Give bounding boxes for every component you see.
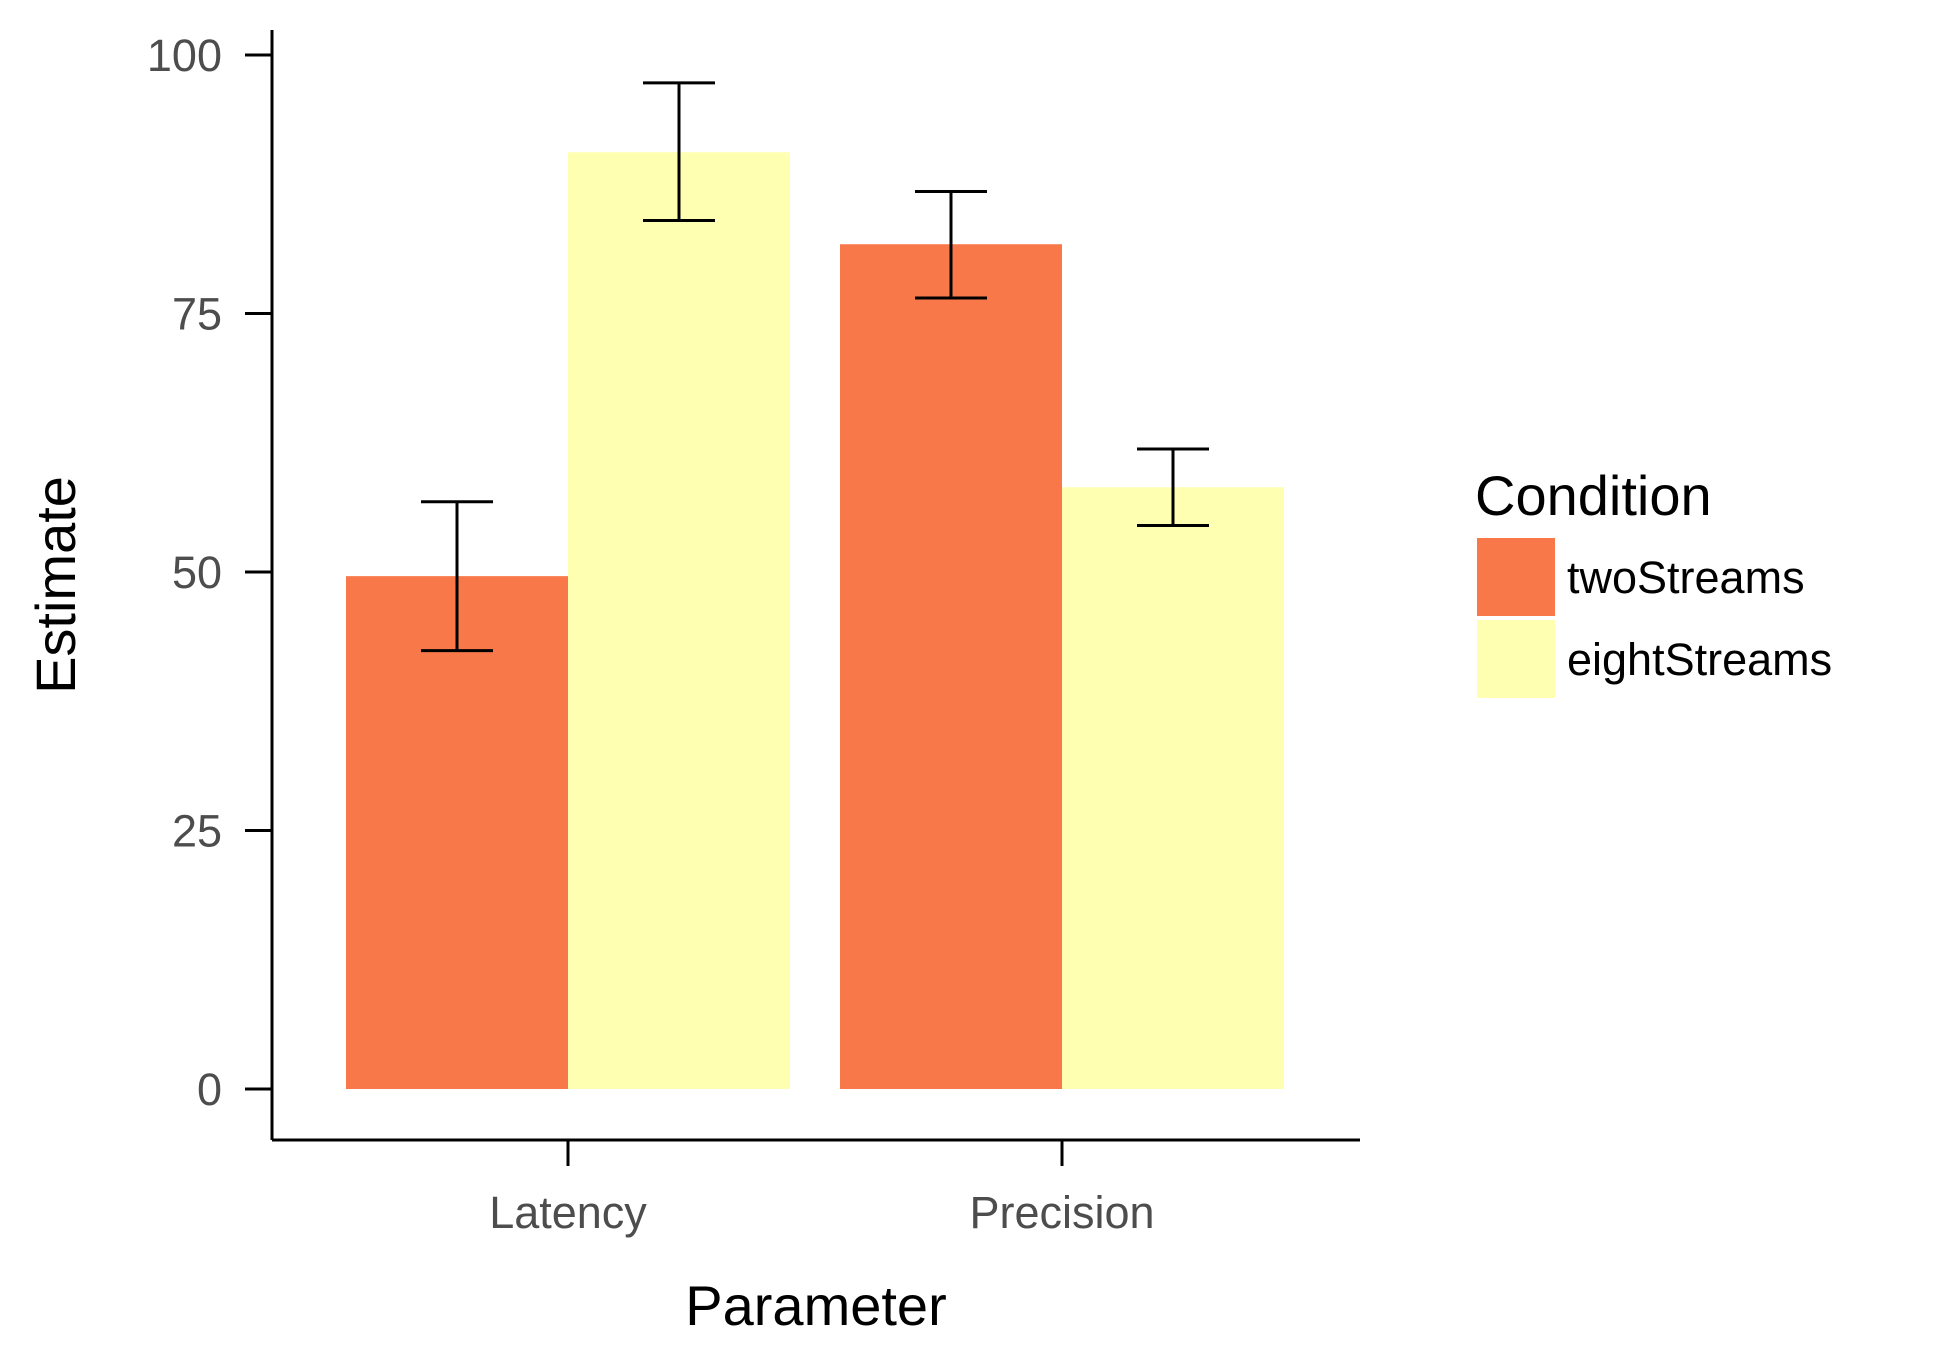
y-tick-label-0: 0 — [197, 1064, 222, 1115]
x-ticks-layer: Latency Precision — [489, 1140, 1155, 1238]
x-tick-label-latency: Latency — [489, 1187, 647, 1238]
error-bar-twoStreams-precision — [915, 189, 987, 300]
legend-label-twoStreams: twoStreams — [1567, 552, 1805, 603]
error-bar-eightStreams-precision — [1137, 447, 1209, 527]
bar-eightStreams-latency — [568, 152, 790, 1090]
legend-key-eightStreams — [1477, 620, 1555, 698]
legend: Condition twoStreams eightStreams — [1475, 464, 1832, 698]
legend-label-eightStreams: eightStreams — [1567, 634, 1832, 685]
y-tick-label-100: 100 — [147, 30, 222, 81]
x-tick-label-precision: Precision — [969, 1187, 1154, 1238]
legend-title: Condition — [1475, 464, 1712, 527]
y-axis-title: Estimate — [24, 476, 87, 694]
legend-key-twoStreams — [1477, 538, 1555, 616]
y-ticks-layer: 0 25 50 75 100 — [147, 30, 272, 1115]
bar-twoStreams-precision — [840, 244, 1062, 1090]
bar-eightStreams-precision — [1062, 487, 1284, 1089]
y-tick-label-50: 50 — [172, 547, 222, 598]
bars-layer — [346, 152, 1284, 1090]
x-axis-title: Parameter — [685, 1274, 946, 1337]
y-tick-label-75: 75 — [172, 289, 222, 340]
error-bar-eightStreams-latency — [643, 81, 715, 222]
axes-layer — [270, 30, 1360, 1142]
bar-twoStreams-latency — [346, 576, 568, 1089]
error-bar-twoStreams-latency — [421, 500, 493, 653]
error-bars-layer — [421, 81, 1209, 653]
y-tick-label-25: 25 — [172, 806, 222, 857]
